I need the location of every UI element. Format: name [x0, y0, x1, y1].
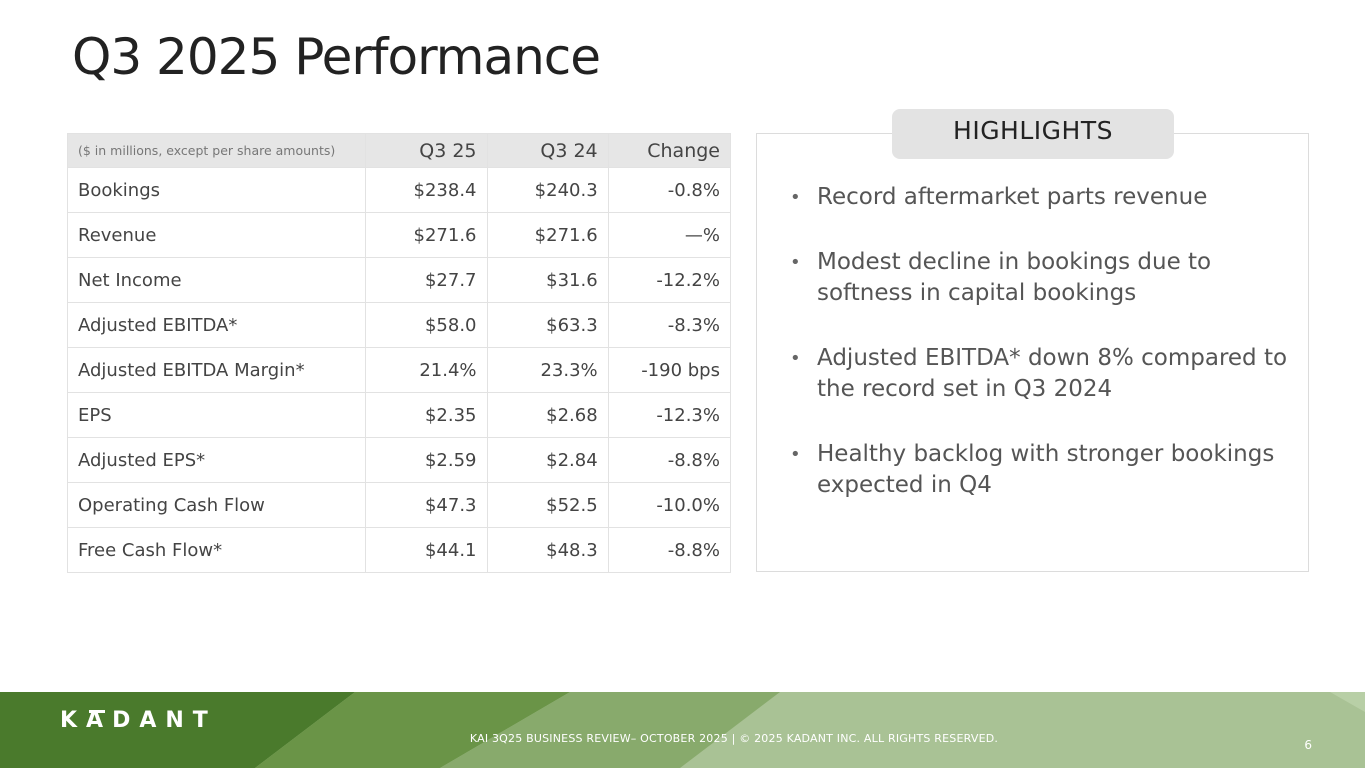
- cell-q3-24: $271.6: [486, 212, 609, 258]
- bullet-icon: •: [790, 348, 801, 369]
- cell-q3-24: $240.3: [486, 167, 609, 213]
- cell-q3-24: $2.84: [486, 437, 609, 483]
- cell-q3-24: $31.6: [486, 257, 609, 303]
- cell-change: -12.2%: [607, 257, 732, 303]
- row-label: Adjusted EBITDA Margin*: [66, 347, 367, 393]
- highlights-list: • Record aftermarket parts revenue • Mod…: [790, 182, 1290, 535]
- row-label: Net Income: [66, 257, 367, 303]
- footer-bar: KADANT KAI 3Q25 BUSINESS REVIEW– OCTOBER…: [0, 692, 1365, 768]
- table-row: Bookings $238.4 $240.3 -0.8%: [66, 167, 732, 213]
- cell-change: -12.3%: [607, 392, 732, 438]
- page-number: 6: [1304, 738, 1312, 752]
- highlight-text: Record aftermarket parts revenue: [817, 184, 1208, 210]
- table-header-row: ($ in millions, except per share amounts…: [66, 133, 732, 168]
- cell-q3-25: $58.0: [365, 302, 488, 348]
- cell-q3-25: $271.6: [365, 212, 488, 258]
- cell-change: -0.8%: [607, 167, 732, 213]
- row-label: Adjusted EBITDA*: [66, 302, 367, 348]
- performance-table: ($ in millions, except per share amounts…: [66, 133, 732, 573]
- bullet-icon: •: [790, 187, 801, 208]
- row-label: EPS: [66, 392, 367, 438]
- list-item: • Modest decline in bookings due to soft…: [790, 247, 1290, 309]
- cell-q3-24: $52.5: [486, 482, 609, 528]
- row-label: Bookings: [66, 167, 367, 213]
- cell-change: -190 bps: [607, 347, 732, 393]
- cell-q3-24: $63.3: [486, 302, 609, 348]
- cell-q3-25: $47.3: [365, 482, 488, 528]
- bullet-icon: •: [790, 444, 801, 465]
- highlight-text: Modest decline in bookings due to softne…: [817, 249, 1212, 306]
- cell-q3-25: $44.1: [365, 527, 488, 573]
- cell-change: -8.8%: [607, 437, 732, 483]
- list-item: • Adjusted EBITDA* down 8% compared to t…: [790, 343, 1290, 405]
- footer-copyright: KAI 3Q25 BUSINESS REVIEW– OCTOBER 2025 |…: [469, 732, 999, 745]
- table-header-q3-24: Q3 24: [486, 133, 609, 168]
- highlight-text: Adjusted EBITDA* down 8% compared to the…: [817, 345, 1288, 402]
- highlight-text: Healthy backlog with stronger bookings e…: [817, 441, 1275, 498]
- cell-change: -8.3%: [607, 302, 732, 348]
- cell-q3-25: $238.4: [365, 167, 488, 213]
- table-header-q3-25: Q3 25: [365, 133, 488, 168]
- table-row: Net Income $27.7 $31.6 -12.2%: [66, 257, 732, 303]
- table-header-change: Change: [607, 133, 732, 168]
- table-header-label: ($ in millions, except per share amounts…: [66, 133, 367, 168]
- cell-change: —%: [607, 212, 732, 258]
- table-row: EPS $2.35 $2.68 -12.3%: [66, 392, 732, 438]
- highlights-panel: [756, 133, 1309, 572]
- footer-stripes: [0, 692, 1365, 768]
- page-title: Q3 2025 Performance: [72, 28, 601, 86]
- highlights-heading: HIGHLIGHTS: [892, 109, 1174, 159]
- table-row: Adjusted EBITDA* $58.0 $63.3 -8.3%: [66, 302, 732, 348]
- bullet-icon: •: [790, 252, 801, 273]
- cell-change: -8.8%: [607, 527, 732, 573]
- cell-q3-25: 21.4%: [365, 347, 488, 393]
- cell-change: -10.0%: [607, 482, 732, 528]
- cell-q3-24: 23.3%: [486, 347, 609, 393]
- table-row: Operating Cash Flow $47.3 $52.5 -10.0%: [66, 482, 732, 528]
- list-item: • Record aftermarket parts revenue: [790, 182, 1290, 213]
- table-row: Adjusted EPS* $2.59 $2.84 -8.8%: [66, 437, 732, 483]
- cell-q3-24: $48.3: [486, 527, 609, 573]
- row-label: Free Cash Flow*: [66, 527, 367, 573]
- cell-q3-24: $2.68: [486, 392, 609, 438]
- table-row: Adjusted EBITDA Margin* 21.4% 23.3% -190…: [66, 347, 732, 393]
- kadant-logo: KADANT: [60, 708, 217, 733]
- table-row: Revenue $271.6 $271.6 —%: [66, 212, 732, 258]
- table-row: Free Cash Flow* $44.1 $48.3 -8.8%: [66, 527, 732, 573]
- row-label: Revenue: [66, 212, 367, 258]
- row-label: Adjusted EPS*: [66, 437, 367, 483]
- list-item: • Healthy backlog with stronger bookings…: [790, 439, 1290, 501]
- cell-q3-25: $2.59: [365, 437, 488, 483]
- logo-macron: [89, 710, 105, 713]
- row-label: Operating Cash Flow: [66, 482, 367, 528]
- cell-q3-25: $2.35: [365, 392, 488, 438]
- cell-q3-25: $27.7: [365, 257, 488, 303]
